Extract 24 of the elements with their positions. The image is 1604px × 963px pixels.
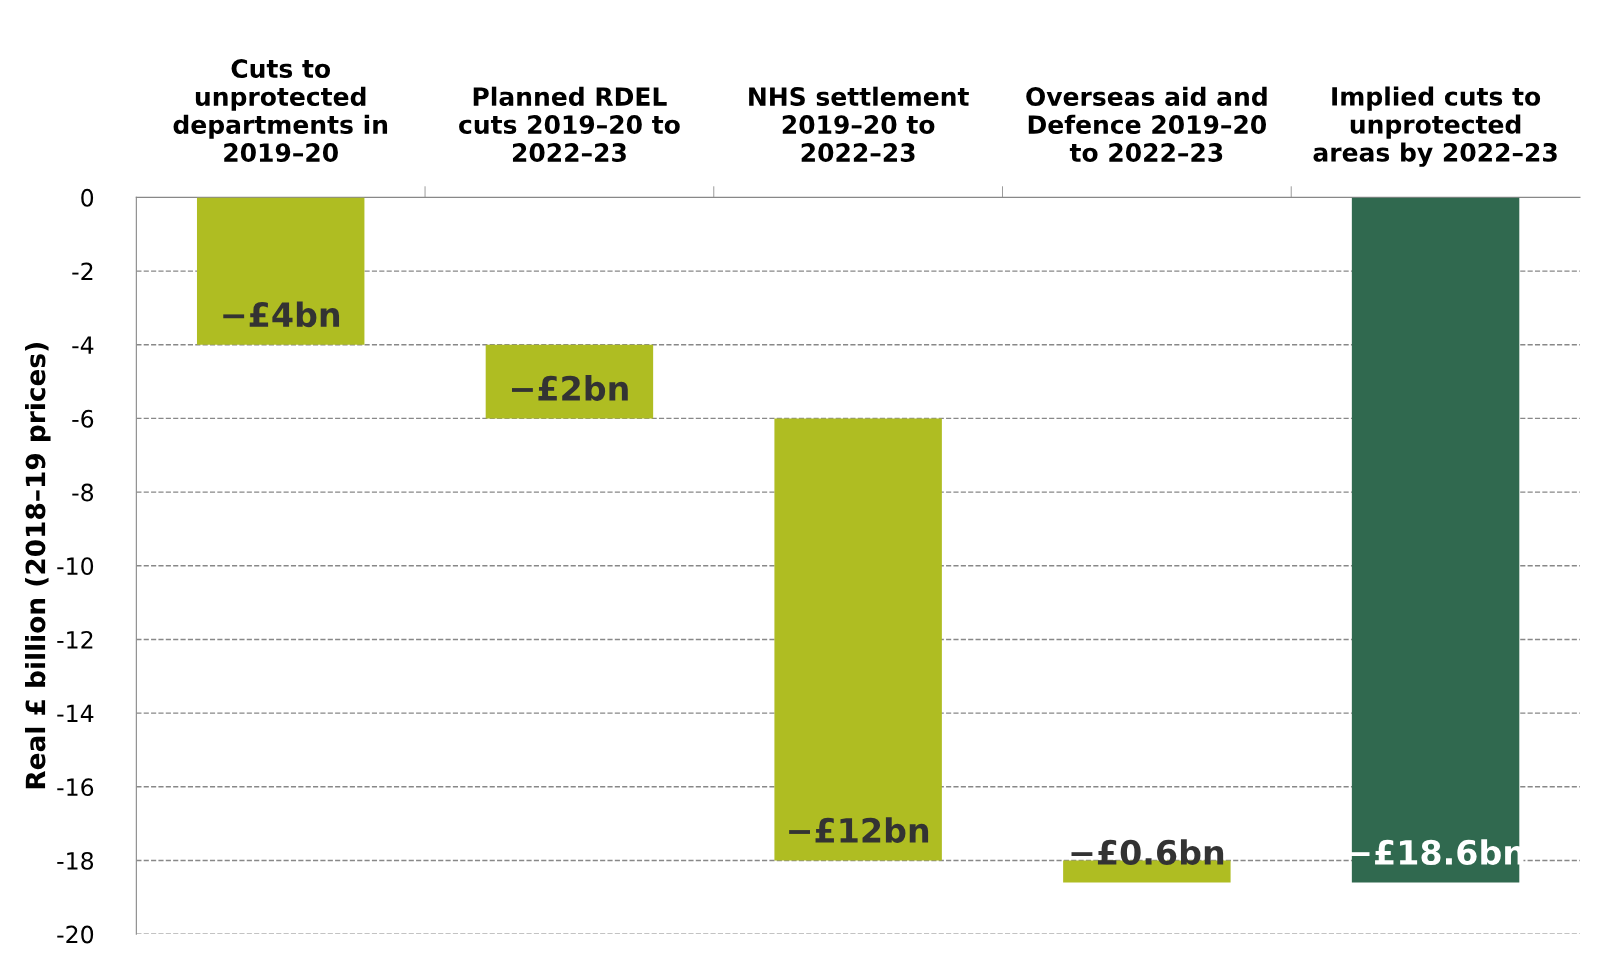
y-tick-label: -4 bbox=[72, 336, 94, 354]
data-label: −£12bn bbox=[789, 817, 929, 843]
y-axis-title: Real £ billion (2018–19 prices) bbox=[25, 343, 51, 789]
bar bbox=[196, 197, 365, 345]
y-tick-label: 0 bbox=[81, 188, 94, 207]
y-tick-label: -18 bbox=[57, 851, 94, 870]
y-tick-label: -14 bbox=[57, 704, 94, 723]
y-tick-label: -16 bbox=[57, 778, 94, 797]
bar bbox=[774, 418, 942, 861]
x-tick-label: NHS settlement 2019–20 to 2022–23 bbox=[749, 86, 969, 163]
y-tick-label: -10 bbox=[57, 557, 94, 576]
x-tick-label: Planned RDEL cuts 2019–20 to 2022–23 bbox=[459, 86, 680, 163]
bar bbox=[485, 344, 654, 419]
data-label: −£0.6bn bbox=[1071, 839, 1224, 866]
y-tick-label: -20 bbox=[57, 925, 94, 944]
y-tick-label: -8 bbox=[72, 483, 94, 502]
data-label: −£4bn bbox=[223, 301, 340, 328]
x-tick-label: Implied cuts to unprotected areas by 2022–23 bbox=[1313, 86, 1557, 167]
data-label: −£2bn bbox=[512, 375, 628, 401]
y-tick-label: -2 bbox=[72, 262, 93, 281]
x-tick-label: Cuts to unprotected departments in 2019–20 bbox=[173, 59, 388, 163]
y-tick-label: -6 bbox=[72, 409, 94, 428]
x-tick-label: Overseas aid and Defence 2019–20 to 2022–23 bbox=[1026, 86, 1267, 163]
y-tick-label: -12 bbox=[57, 630, 93, 649]
